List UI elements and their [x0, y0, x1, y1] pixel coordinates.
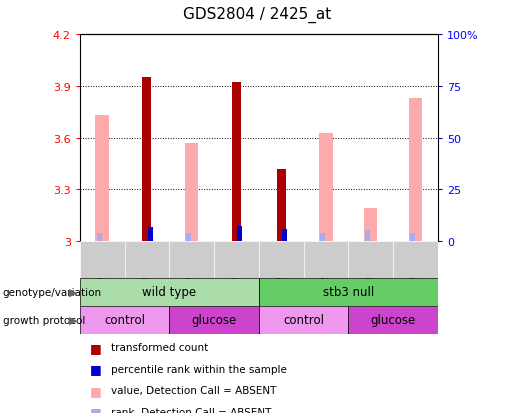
Bar [169, 306, 259, 334]
Text: wild type: wild type [142, 285, 196, 299]
Bar [214, 242, 259, 278]
Text: rank, Detection Call = ABSENT: rank, Detection Call = ABSENT [111, 407, 271, 413]
Bar [365, 230, 370, 242]
Bar [259, 278, 438, 306]
Bar [95, 116, 109, 242]
Bar [125, 242, 169, 278]
Bar [282, 230, 287, 242]
Bar [277, 169, 286, 242]
Text: stb3 null: stb3 null [322, 285, 374, 299]
Bar [80, 306, 169, 334]
Bar [185, 144, 198, 242]
Bar [393, 242, 438, 278]
Bar [259, 242, 303, 278]
Bar [97, 234, 101, 242]
Text: ■: ■ [90, 341, 102, 354]
Bar [364, 209, 377, 242]
Text: ▶: ▶ [70, 287, 78, 297]
Bar [259, 306, 348, 334]
Text: ■: ■ [90, 405, 102, 413]
Text: glucose: glucose [370, 313, 416, 327]
Bar [348, 242, 393, 278]
Text: ■: ■ [90, 384, 102, 397]
Bar [410, 234, 415, 242]
Text: genotype/variation: genotype/variation [3, 287, 101, 297]
Text: control: control [104, 313, 145, 327]
Text: percentile rank within the sample: percentile rank within the sample [111, 364, 287, 374]
Bar [80, 242, 125, 278]
Bar [348, 306, 438, 334]
Text: GDS2804 / 2425_at: GDS2804 / 2425_at [183, 6, 332, 23]
Text: transformed count: transformed count [111, 342, 208, 352]
Bar [169, 242, 214, 278]
Bar [303, 242, 348, 278]
Bar [320, 234, 325, 242]
Text: value, Detection Call = ABSENT: value, Detection Call = ABSENT [111, 385, 276, 395]
Bar [232, 83, 241, 242]
Bar [143, 78, 151, 242]
Bar [319, 133, 333, 242]
Text: ■: ■ [90, 362, 102, 375]
Bar [186, 234, 191, 242]
Bar [148, 228, 152, 242]
Text: ▶: ▶ [70, 315, 78, 325]
Bar [80, 278, 259, 306]
Bar [237, 226, 242, 242]
Bar [409, 99, 422, 242]
Text: control: control [283, 313, 324, 327]
Text: growth protocol: growth protocol [3, 315, 85, 325]
Text: glucose: glucose [192, 313, 237, 327]
